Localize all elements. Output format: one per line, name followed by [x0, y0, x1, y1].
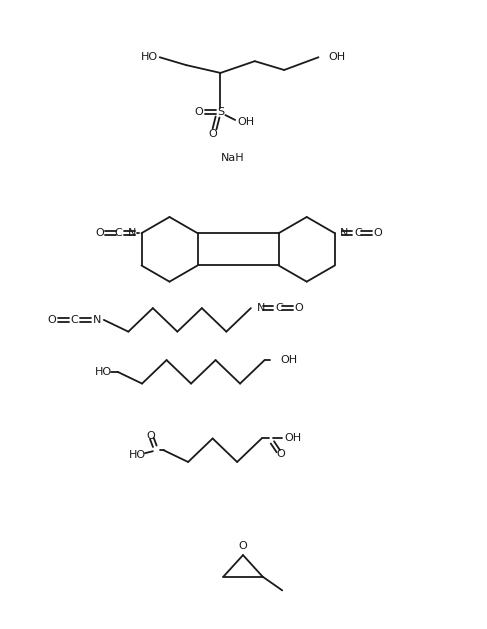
- Text: O: O: [239, 542, 247, 551]
- Text: O: O: [374, 228, 382, 238]
- Text: N: N: [93, 315, 101, 325]
- Text: OH: OH: [280, 355, 298, 365]
- Text: OH: OH: [328, 52, 345, 62]
- Text: NaH: NaH: [221, 153, 244, 163]
- Text: OH: OH: [237, 117, 254, 127]
- Text: C: C: [114, 228, 122, 238]
- Text: O: O: [194, 107, 203, 117]
- Text: O: O: [295, 303, 303, 313]
- Text: N: N: [257, 303, 265, 313]
- Text: S: S: [217, 107, 224, 117]
- Text: O: O: [95, 228, 104, 238]
- Text: HO: HO: [95, 367, 112, 377]
- Text: C: C: [355, 228, 362, 238]
- Text: HO: HO: [129, 450, 146, 460]
- Text: O: O: [208, 129, 217, 138]
- Text: HO: HO: [141, 52, 158, 62]
- Text: C: C: [71, 315, 78, 325]
- Text: N: N: [128, 228, 136, 238]
- Text: O: O: [147, 430, 155, 440]
- Text: OH: OH: [284, 433, 301, 443]
- Text: N: N: [339, 228, 348, 238]
- Text: C: C: [275, 303, 283, 313]
- Text: O: O: [277, 449, 285, 459]
- Text: O: O: [48, 315, 56, 325]
